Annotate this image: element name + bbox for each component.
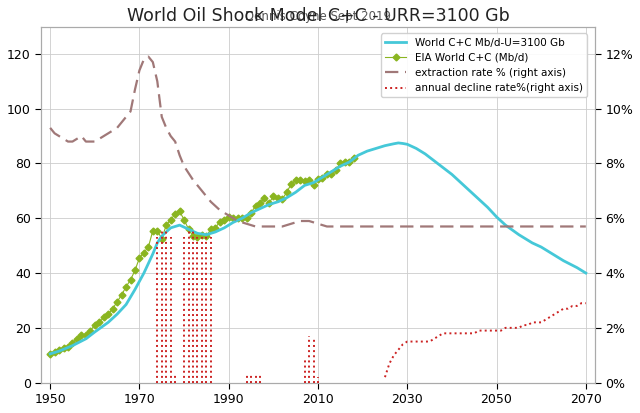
EIA World C+C (Mb/d): [86, 328, 94, 333]
extraction rate % (right axis): [145, 54, 152, 59]
World C+C Mb/d-U=3100 Gb: [46, 351, 54, 356]
annual decline rate%(right axis): [154, 380, 161, 385]
extraction rate % (right axis): [198, 188, 206, 193]
extraction rate % (right axis): [296, 218, 304, 223]
World C+C Mb/d-U=3100 Gb: [203, 232, 211, 237]
Title: World Oil Shock Model C+C - URR=3100 Gb: World Oil Shock Model C+C - URR=3100 Gb: [127, 7, 509, 25]
EIA World C+C (Mb/d): [145, 244, 152, 249]
Line: EIA World C+C (Mb/d): EIA World C+C (Mb/d): [48, 156, 356, 356]
Line: extraction rate % (right axis): extraction rate % (right axis): [50, 57, 586, 226]
extraction rate % (right axis): [167, 133, 175, 138]
EIA World C+C (Mb/d): [220, 217, 228, 222]
World C+C Mb/d-U=3100 Gb: [381, 143, 388, 148]
EIA World C+C (Mb/d): [46, 352, 54, 357]
World C+C Mb/d-U=3100 Gb: [149, 252, 157, 256]
Line: World C+C Mb/d-U=3100 Gb: World C+C Mb/d-U=3100 Gb: [50, 143, 586, 354]
Text: Dennis Coyne Sept 2019: Dennis Coyne Sept 2019: [245, 10, 391, 23]
extraction rate % (right axis): [582, 224, 589, 229]
EIA World C+C (Mb/d): [149, 228, 157, 233]
Legend: World C+C Mb/d-U=3100 Gb, EIA World C+C (Mb/d), extraction rate % (right axis), : World C+C Mb/d-U=3100 Gb, EIA World C+C …: [381, 33, 587, 97]
World C+C Mb/d-U=3100 Gb: [220, 225, 228, 230]
EIA World C+C (Mb/d): [68, 340, 76, 345]
EIA World C+C (Mb/d): [104, 312, 112, 317]
extraction rate % (right axis): [82, 139, 90, 144]
EIA World C+C (Mb/d): [350, 156, 358, 161]
extraction rate % (right axis): [287, 221, 295, 226]
World C+C Mb/d-U=3100 Gb: [394, 140, 402, 145]
extraction rate % (right axis): [234, 218, 241, 223]
World C+C Mb/d-U=3100 Gb: [582, 271, 589, 275]
World C+C Mb/d-U=3100 Gb: [229, 220, 237, 225]
extraction rate % (right axis): [46, 126, 54, 131]
World C+C Mb/d-U=3100 Gb: [185, 227, 193, 232]
extraction rate % (right axis): [252, 224, 259, 229]
annual decline rate%(right axis): [154, 235, 161, 240]
